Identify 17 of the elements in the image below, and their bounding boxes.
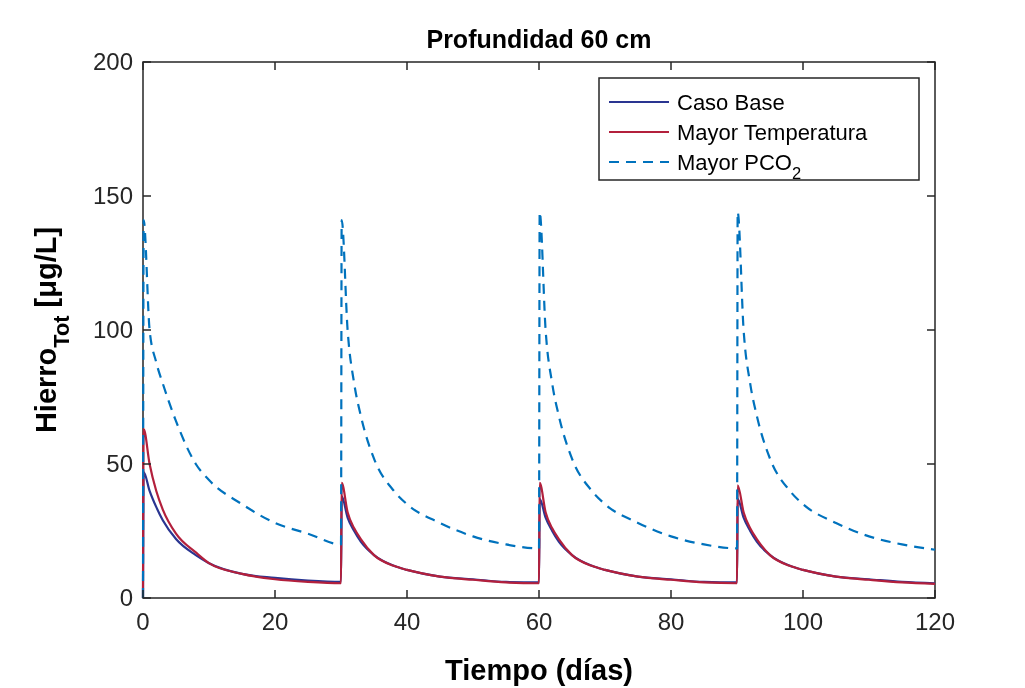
x-tick-label: 80 (657, 608, 685, 635)
x-tick-label: 0 (136, 608, 150, 635)
y-tick-label: 50 (106, 450, 133, 477)
x-tick-label: 20 (261, 608, 289, 635)
x-tick-label: 60 (525, 608, 553, 635)
x-tick-label: 40 (393, 608, 421, 635)
y-tick-label: 150 (92, 182, 133, 209)
chart-title: Profundidad 60 cm (426, 25, 652, 53)
x-axis-title: Tiempo (días) (445, 654, 633, 686)
legend-label: Caso Base (677, 90, 785, 115)
y-tick-label: 0 (119, 584, 133, 611)
legend-label: Mayor Temperatura (677, 120, 869, 145)
y-tick-label: 100 (92, 316, 133, 343)
y-tick-label: 200 (92, 48, 133, 75)
x-tick-label: 100 (782, 608, 824, 635)
legend-label: Mayor PCO$_{2}$ (677, 150, 802, 182)
x-tick-label: 120 (914, 608, 956, 635)
